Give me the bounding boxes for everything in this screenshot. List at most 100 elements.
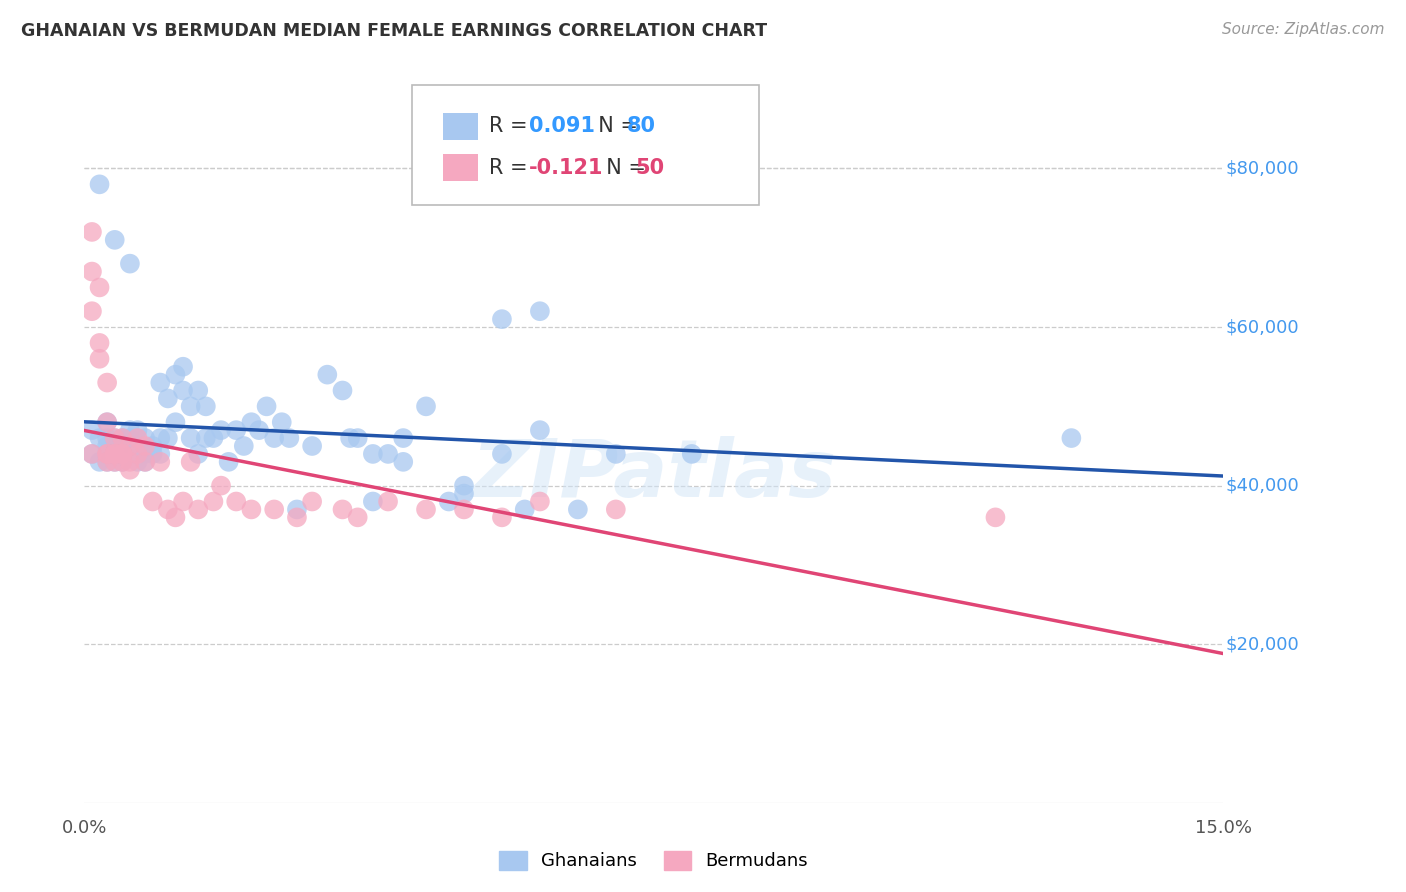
Bermudans xyxy=(80,304,103,318)
Ghanaians xyxy=(96,439,118,453)
Ghanaians xyxy=(134,431,156,445)
Ghanaians xyxy=(202,431,225,445)
Ghanaians xyxy=(156,392,179,406)
Bermudans xyxy=(202,494,225,508)
Bermudans xyxy=(332,502,354,516)
Ghanaians xyxy=(392,455,415,469)
Ghanaians xyxy=(567,502,589,516)
Bermudans xyxy=(118,439,141,453)
Ghanaians xyxy=(270,415,292,429)
Bermudans xyxy=(104,447,127,461)
Bermudans xyxy=(96,415,118,429)
Bermudans xyxy=(415,502,437,516)
Ghanaians xyxy=(118,423,141,437)
Ghanaians xyxy=(111,447,134,461)
Ghanaians xyxy=(149,376,172,390)
Ghanaians xyxy=(453,486,475,500)
Text: R =: R = xyxy=(489,158,534,178)
Ghanaians xyxy=(278,431,301,445)
Ghanaians xyxy=(149,447,172,461)
Ghanaians xyxy=(118,431,141,445)
Text: R =: R = xyxy=(489,117,534,136)
Ghanaians xyxy=(118,257,141,271)
Bermudans xyxy=(111,455,134,469)
Ghanaians xyxy=(134,455,156,469)
Bermudans xyxy=(111,431,134,445)
Ghanaians xyxy=(156,431,179,445)
Ghanaians xyxy=(225,423,247,437)
Ghanaians xyxy=(361,447,384,461)
Ghanaians xyxy=(377,447,399,461)
Bermudans xyxy=(346,510,368,524)
Ghanaians xyxy=(118,447,141,461)
Ghanaians xyxy=(89,455,111,469)
Bermudans xyxy=(104,447,127,461)
Bermudans xyxy=(118,455,141,469)
Bermudans xyxy=(263,502,285,516)
Ghanaians xyxy=(172,384,194,398)
Bermudans xyxy=(491,510,513,524)
Ghanaians xyxy=(194,400,217,414)
Ghanaians xyxy=(104,431,127,445)
Text: GHANAIAN VS BERMUDAN MEDIAN FEMALE EARNINGS CORRELATION CHART: GHANAIAN VS BERMUDAN MEDIAN FEMALE EARNI… xyxy=(21,22,768,40)
Ghanaians xyxy=(80,447,103,461)
Ghanaians xyxy=(256,400,278,414)
Bermudans xyxy=(187,502,209,516)
Text: $60,000: $60,000 xyxy=(1226,318,1299,336)
Bermudans xyxy=(225,494,247,508)
Text: 0.091: 0.091 xyxy=(529,117,595,136)
Bermudans xyxy=(301,494,323,508)
Ghanaians xyxy=(681,447,703,461)
Bermudans xyxy=(377,494,399,508)
Bermudans xyxy=(104,431,127,445)
Ghanaians xyxy=(127,423,149,437)
Ghanaians xyxy=(491,447,513,461)
Bermudans xyxy=(240,502,263,516)
Bermudans xyxy=(134,439,156,453)
Bermudans xyxy=(209,478,232,492)
Ghanaians xyxy=(180,431,202,445)
Ghanaians xyxy=(89,431,111,445)
Ghanaians xyxy=(529,423,551,437)
Ghanaians xyxy=(89,178,111,192)
Ghanaians xyxy=(96,415,118,429)
Bermudans xyxy=(149,455,172,469)
Ghanaians xyxy=(165,368,187,382)
Bermudans xyxy=(172,494,194,508)
Ghanaians xyxy=(96,431,118,445)
Text: Source: ZipAtlas.com: Source: ZipAtlas.com xyxy=(1222,22,1385,37)
Text: N =: N = xyxy=(593,158,652,178)
Text: 80: 80 xyxy=(627,117,657,136)
Bermudans xyxy=(89,280,111,294)
Bermudans xyxy=(96,376,118,390)
Text: $40,000: $40,000 xyxy=(1226,476,1299,495)
Ghanaians xyxy=(332,384,354,398)
Bermudans xyxy=(984,510,1007,524)
Ghanaians xyxy=(96,447,118,461)
Ghanaians xyxy=(104,447,127,461)
Bermudans xyxy=(96,447,118,461)
Bermudans xyxy=(156,502,179,516)
Ghanaians xyxy=(453,478,475,492)
Ghanaians xyxy=(111,455,134,469)
Ghanaians xyxy=(218,455,240,469)
Text: N =: N = xyxy=(585,117,644,136)
Bermudans xyxy=(142,494,165,508)
Bermudans xyxy=(285,510,308,524)
Ghanaians xyxy=(104,233,127,247)
Text: 50: 50 xyxy=(636,158,665,178)
Ghanaians xyxy=(392,431,415,445)
Bermudans xyxy=(104,455,127,469)
Ghanaians xyxy=(187,447,209,461)
Ghanaians xyxy=(339,431,361,445)
Ghanaians xyxy=(513,502,536,516)
Ghanaians xyxy=(529,304,551,318)
Ghanaians xyxy=(240,415,263,429)
Ghanaians xyxy=(361,494,384,508)
Ghanaians xyxy=(346,431,368,445)
Ghanaians xyxy=(165,415,187,429)
Ghanaians xyxy=(491,312,513,326)
Ghanaians xyxy=(187,384,209,398)
Ghanaians xyxy=(111,431,134,445)
Bermudans xyxy=(80,225,103,239)
